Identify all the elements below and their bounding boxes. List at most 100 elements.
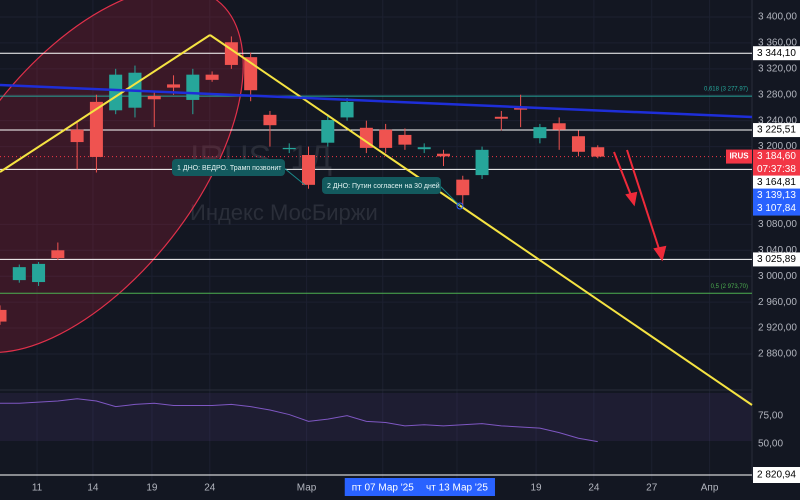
y-tick-label: 2 880,00 — [758, 349, 797, 360]
candles — [0, 36, 605, 325]
x-tick-highlight — [418, 478, 495, 496]
note-text: 2 ДНО: Путин согласен на 30 дней — [327, 182, 440, 190]
note: 1 ДНО: ВЕДРО. Трамп позвонит — [172, 159, 306, 186]
candle-body — [167, 84, 181, 88]
candle-body — [70, 129, 84, 143]
candle-body — [0, 309, 7, 322]
arrow-head — [653, 245, 667, 262]
price-label-box — [753, 175, 800, 190]
x-tick-label: 19 — [146, 483, 158, 494]
x-tick-label: Мар — [297, 483, 317, 494]
price-label: 3 139,13 — [757, 190, 796, 201]
watermark-subtitle: Индекс МосБиржи — [190, 200, 378, 225]
x-tick-label: Апр — [701, 483, 719, 494]
note-box — [172, 159, 285, 176]
candle-body — [552, 123, 566, 130]
ticker-label: IRUS — [729, 152, 749, 161]
candle-body — [89, 101, 103, 157]
x-tick-label: пт 07 Мар '25 — [352, 483, 414, 494]
rsi-line — [0, 398, 598, 443]
candle-body — [436, 153, 450, 157]
candle-body — [398, 134, 412, 145]
price-label: 3 164,81 — [757, 177, 796, 188]
levels: 0,618 (3 277,97) 0,5 (2 973,70) — [0, 52, 752, 294]
candle-body — [186, 74, 200, 100]
price-label-box — [753, 188, 800, 203]
y-tick-label: 3 080,00 — [758, 219, 797, 230]
trend-line — [0, 34, 211, 173]
rsi-band — [0, 393, 752, 441]
note-pointer — [283, 167, 306, 186]
axis: 3 400,00 3 360,00 3 320,00 3 280,00 3 240,00… — [32, 12, 800, 496]
note-text: 1 ДНО: ВЕДРО. Трамп позвонит — [177, 165, 282, 172]
x-tick-label: 27 — [646, 483, 658, 494]
x-tick-highlight — [344, 478, 421, 496]
candle-body — [379, 129, 393, 148]
candle-body — [417, 147, 431, 150]
x-tick-label: чт 13 Мар '25 — [426, 483, 488, 494]
rsi-tick-label: 75,00 — [758, 410, 783, 421]
price-label-box — [753, 162, 800, 177]
candle-body — [109, 74, 123, 111]
y-tick-label: 2 920,00 — [758, 323, 797, 334]
candle-body — [51, 250, 65, 259]
price-label: 3 025,89 — [757, 254, 796, 265]
candle-body — [494, 116, 508, 119]
note-anchor — [456, 202, 464, 210]
candle-body — [456, 179, 470, 196]
x-tick-label: 24 — [588, 483, 600, 494]
y-tick-label: 3 280,00 — [758, 89, 797, 100]
note-box — [322, 177, 441, 194]
candle-body — [533, 127, 547, 139]
price-label-box — [753, 149, 800, 164]
y-tick-label: 3 400,00 — [758, 12, 797, 23]
price-label: 3 225,51 — [757, 125, 796, 136]
price-label: 3 344,10 — [757, 48, 796, 59]
trend-line — [0, 83, 753, 119]
arrow — [613, 151, 633, 199]
x-tick-label: 11 — [32, 483, 43, 494]
price-label-box — [753, 123, 800, 138]
arrows — [613, 149, 667, 262]
price-label-box — [753, 46, 800, 61]
level-label-box — [753, 467, 800, 483]
arrow-head — [625, 191, 638, 207]
candle-body — [205, 74, 219, 80]
candle-body — [302, 155, 316, 185]
grid — [0, 0, 752, 480]
candle-body — [475, 149, 489, 176]
x-tick-label: 14 — [87, 483, 99, 494]
candle-body — [32, 263, 46, 283]
candle-body — [321, 120, 335, 143]
rsi — [0, 398, 598, 443]
candle-body — [282, 147, 296, 150]
highlight-ellipse — [0, 0, 244, 354]
ticker-box — [726, 149, 752, 164]
x-tick-label: 24 — [204, 483, 216, 494]
price-label-box — [753, 252, 800, 267]
rsi-tick-label: 50,00 — [758, 439, 783, 450]
arrow — [626, 149, 661, 253]
price-label: 3 184,60 — [757, 151, 796, 162]
note: 2 ДНО: Путин согласен на 30 дней — [322, 177, 464, 210]
candle-body — [591, 147, 605, 157]
level-label: 2 820,94 — [757, 470, 796, 481]
y-tick-label: 3 040,00 — [758, 245, 797, 256]
candle-body — [147, 96, 161, 100]
candle-body — [340, 101, 354, 118]
fib-label: 0,5 (2 973,70) — [711, 284, 748, 290]
x-tick-label: 19 — [530, 483, 542, 494]
candle-body — [571, 136, 585, 152]
candle-body — [263, 114, 277, 126]
y-tick-label: 3 320,00 — [758, 63, 797, 74]
price-label-box — [753, 201, 800, 216]
y-tick-label: 3 360,00 — [758, 38, 797, 49]
candle-body — [12, 267, 26, 281]
y-tick-label: 2 960,00 — [758, 297, 797, 308]
y-tick-label: 3 240,00 — [758, 115, 797, 126]
fib-label: 0,618 (3 277,97) — [704, 87, 748, 93]
price-label: 07:37:38 — [757, 164, 796, 175]
price-label: 3 107,84 — [757, 203, 796, 214]
y-tick-label: 3 200,00 — [758, 141, 797, 152]
